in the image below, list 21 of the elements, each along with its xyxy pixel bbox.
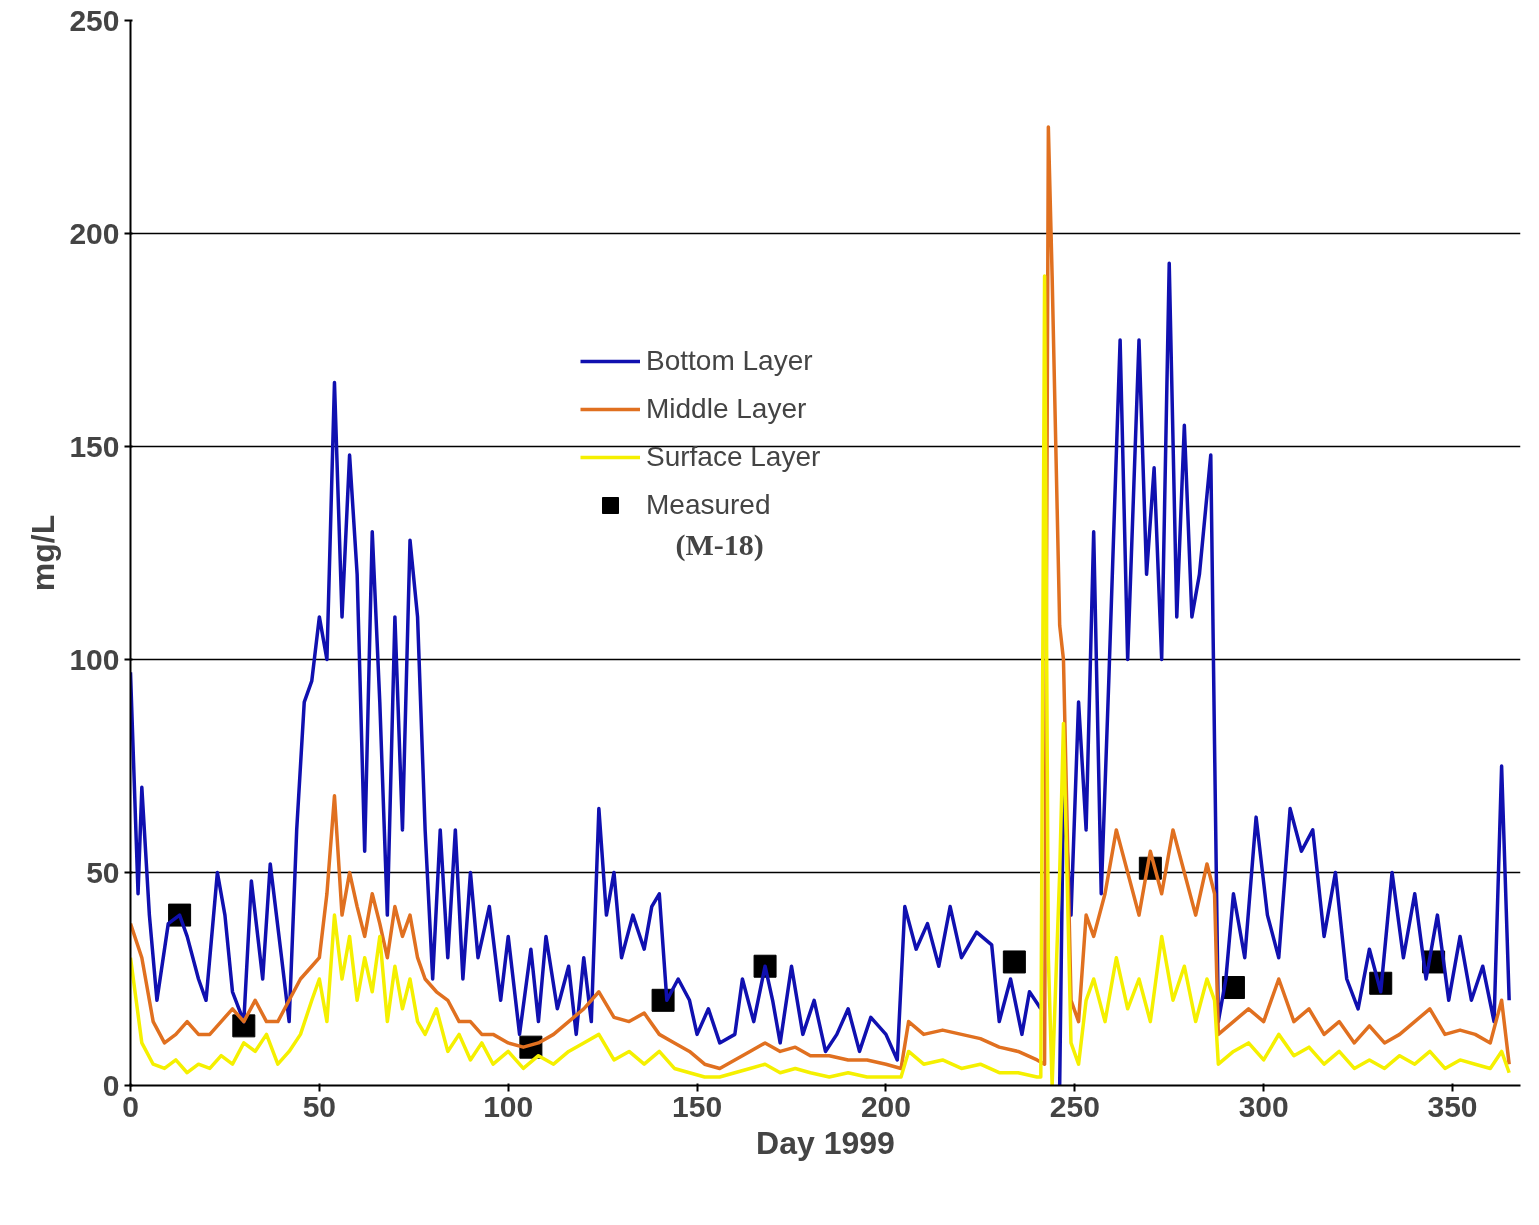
legend-label: Bottom Layer [646,345,813,377]
point [1002,950,1026,974]
legend-label: Measured [646,489,771,521]
y-tick-label: 50 [86,855,120,889]
x-tick-label: 250 [1049,1089,1100,1123]
y-tick-label: 250 [69,3,120,37]
annotation: (M-18) [675,527,764,562]
legend-label: Middle Layer [646,393,807,425]
x-tick-label: 200 [860,1089,911,1123]
y-tick-label: 0 [102,1068,120,1102]
x-tick-label: 300 [1238,1089,1289,1123]
y-tick-label: 150 [69,429,120,463]
x-tick-label: 350 [1427,1089,1478,1123]
x-tick-label: 100 [483,1089,534,1123]
y-axis-title: mg/L [25,514,62,592]
y-tick-label: 100 [69,642,120,676]
x-tick-label: 50 [302,1089,337,1123]
legend-label: Surface Layer [646,441,821,473]
x-axis-title: Day 1999 [756,1124,895,1161]
x-tick-label: 150 [672,1089,723,1123]
y-tick-label: 200 [69,216,120,250]
